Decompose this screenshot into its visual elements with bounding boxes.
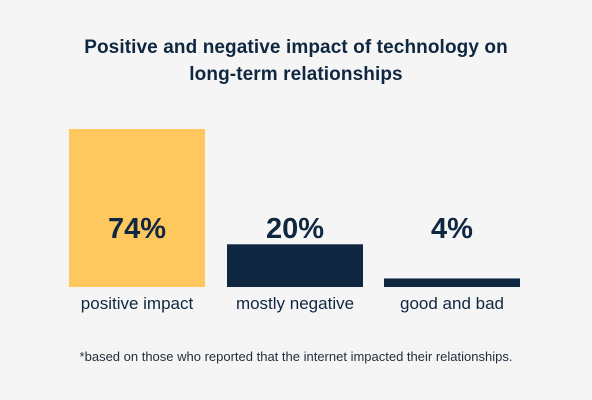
- category-label-positive-impact: positive impact: [81, 294, 194, 313]
- category-label-mostly-negative: mostly negative: [236, 294, 354, 313]
- value-label-mostly-negative: 20%: [266, 213, 324, 245]
- category-label-good-and-bad: good and bad: [400, 294, 504, 313]
- chart-title: Positive and negative impact of technolo…: [0, 34, 592, 88]
- bar-good-and-bad: [384, 278, 520, 287]
- value-label-good-and-bad: 4%: [431, 213, 473, 245]
- value-label-positive-impact: 74%: [108, 213, 166, 245]
- chart-title-line-1: Positive and negative impact of technolo…: [84, 37, 508, 58]
- chart-title-line-2: long-term relationships: [189, 64, 403, 85]
- bar-mostly-negative: [227, 244, 363, 287]
- bar-positive-impact: [69, 129, 205, 287]
- footnote: *based on those who reported that the in…: [79, 349, 513, 364]
